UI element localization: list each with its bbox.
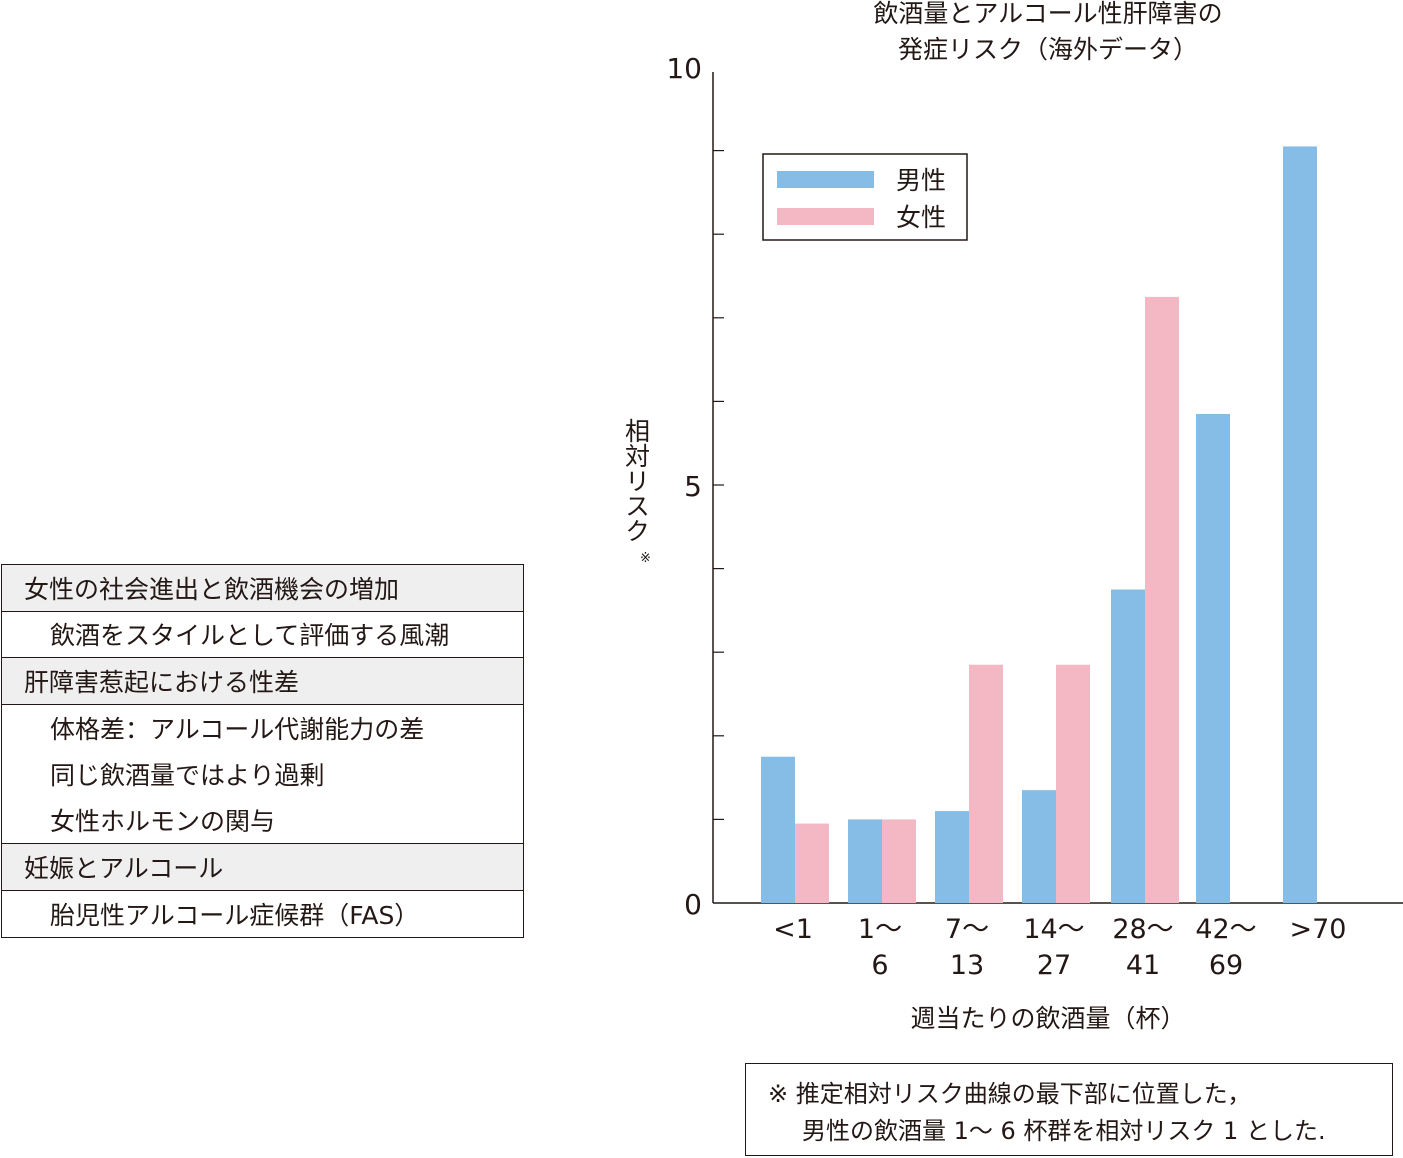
x-tick-label: 1〜 bbox=[858, 914, 902, 945]
table-row: 飲酒をスタイルとして評価する風潮 bbox=[2, 612, 523, 658]
bar-female bbox=[969, 664, 1003, 903]
x-tick-label: 69 bbox=[1209, 950, 1243, 981]
x-tick-label: 7〜 bbox=[945, 914, 989, 945]
footnote-line-2: 男性の飲酒量 1〜 6 杯群を相対リスク 1 とした. bbox=[802, 1117, 1326, 1145]
table-row: 胎児性アルコール症候群（FAS） bbox=[50, 900, 420, 930]
bar-male bbox=[1111, 589, 1145, 903]
legend-swatch bbox=[777, 171, 874, 188]
table-section-header: 女性の社会進出と飲酒機会の増加 bbox=[2, 565, 523, 612]
y-tick-label: 0 bbox=[684, 888, 702, 921]
x-tick-label: 27 bbox=[1037, 950, 1071, 981]
x-tick-label: 6 bbox=[871, 950, 888, 981]
bar-female bbox=[882, 819, 916, 903]
x-tick-label: 13 bbox=[950, 950, 984, 981]
bar-female bbox=[795, 823, 829, 903]
bar-male bbox=[1283, 146, 1317, 904]
legend-swatch bbox=[777, 208, 874, 225]
bar-male bbox=[1196, 413, 1230, 903]
table-section-header: 妊娠とアルコール bbox=[2, 844, 523, 891]
table-row: 同じ飲酒量ではより過剰 bbox=[50, 761, 325, 791]
y-axis-label: 相対リスク bbox=[622, 418, 651, 543]
bar-male bbox=[1022, 790, 1056, 903]
x-tick-label: 14〜 bbox=[1023, 914, 1084, 945]
bar-female bbox=[1056, 664, 1090, 903]
table-row: 体格差：アルコール代謝能力の差 bbox=[50, 714, 425, 744]
legend-label: 男性 bbox=[896, 166, 946, 195]
x-tick-label: >70 bbox=[1290, 914, 1347, 945]
footnote-box: ※ 推定相対リスク曲線の最下部に位置した， 男性の飲酒量 1〜 6 杯群を相対リ… bbox=[745, 1063, 1393, 1156]
y-tick-label: 10 bbox=[666, 52, 702, 85]
x-axis-label: 週当たりの飲酒量（杯） bbox=[910, 1004, 1185, 1033]
y-tick-label: 5 bbox=[684, 470, 702, 503]
bar-female bbox=[1145, 296, 1179, 903]
bar-male bbox=[761, 756, 795, 903]
table-section-header: 肝障害惹起における性差 bbox=[2, 658, 523, 705]
x-tick-label: <1 bbox=[773, 914, 813, 945]
x-tick-label: 42〜 bbox=[1195, 914, 1256, 945]
x-tick-label: 28〜 bbox=[1112, 914, 1173, 945]
y-axis-label-mark: ※ bbox=[640, 551, 651, 566]
table-row: 女性ホルモンの関与 bbox=[2, 798, 523, 844]
factors-table: 女性の社会進出と飲酒機会の増加 飲酒をスタイルとして評価する風潮 肝障害惹起における… bbox=[1, 564, 524, 938]
x-tick-label: 41 bbox=[1126, 950, 1160, 981]
bar-male bbox=[935, 811, 969, 903]
bar-male bbox=[848, 819, 882, 903]
footnote-line-1: ※ 推定相対リスク曲線の最下部に位置した， bbox=[768, 1080, 1252, 1108]
chart-title: 飲酒量とアルコール性肝障害の bbox=[873, 0, 1222, 28]
legend-label: 女性 bbox=[896, 203, 946, 232]
legend bbox=[762, 153, 968, 241]
chart-title: 発症リスク（海外データ） bbox=[898, 35, 1198, 64]
